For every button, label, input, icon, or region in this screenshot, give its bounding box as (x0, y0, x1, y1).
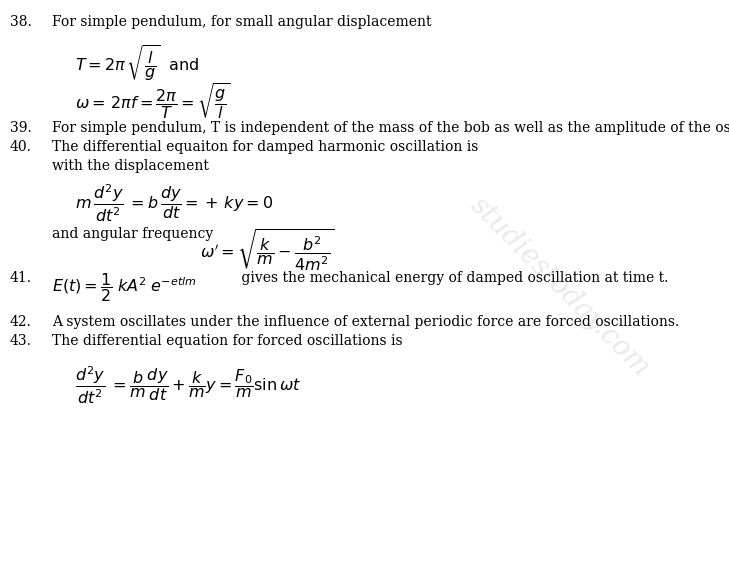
Text: 39.: 39. (10, 121, 32, 135)
Text: 42.: 42. (10, 315, 32, 329)
Text: The differential equation for forced oscillations is: The differential equation for forced osc… (52, 334, 402, 348)
Text: $\dfrac{d^2y}{dt^2} \; = \dfrac{b}{m} \dfrac{dy}{dt} + \dfrac{k}{m} y = \dfrac{F: $\dfrac{d^2y}{dt^2} \; = \dfrac{b}{m} \d… (75, 365, 301, 406)
Text: studiestoday.com: studiestoday.com (465, 192, 655, 382)
Text: $T = 2\pi \, \sqrt{\dfrac{l}{g}}$  and: $T = 2\pi \, \sqrt{\dfrac{l}{g}}$ and (75, 44, 199, 84)
Text: A system oscillates under the influence of external periodic force are forced os: A system oscillates under the influence … (52, 315, 679, 329)
Text: $m \, \dfrac{d^2y}{dt^2} \; = b \, \dfrac{dy}{dt} = + \, ky = 0$: $m \, \dfrac{d^2y}{dt^2} \; = b \, \dfra… (75, 183, 273, 224)
Text: 38.: 38. (10, 15, 32, 29)
Text: $E(t) = \dfrac{1}{2} \; kA^2 \; e^{-etlm}$: $E(t) = \dfrac{1}{2} \; kA^2 \; e^{-etlm… (52, 271, 197, 304)
Text: $\omega^{\prime} = \sqrt{\dfrac{k}{m} - \dfrac{b^2}{4m^2}}$: $\omega^{\prime} = \sqrt{\dfrac{k}{m} - … (200, 227, 335, 273)
Text: The differential equaiton for damped harmonic oscillation is: The differential equaiton for damped har… (52, 140, 478, 154)
Text: For simple pendulum, T is independent of the mass of the bob as well as the ampl: For simple pendulum, T is independent of… (52, 121, 729, 135)
Text: $\omega = \, 2\pi f = \dfrac{2\pi}{T} = \sqrt{\dfrac{g}{l}}$: $\omega = \, 2\pi f = \dfrac{2\pi}{T} = … (75, 82, 230, 122)
Text: 43.: 43. (10, 334, 32, 348)
Text: 40.: 40. (10, 140, 32, 154)
Text: with the displacement: with the displacement (52, 159, 209, 173)
Text: and angular frequency: and angular frequency (52, 227, 218, 241)
Text: For simple pendulum, for small angular displacement: For simple pendulum, for small angular d… (52, 15, 432, 29)
Text: gives the mechanical energy of damped oscillation at time t.: gives the mechanical energy of damped os… (237, 271, 668, 285)
Text: 41.: 41. (10, 271, 32, 285)
